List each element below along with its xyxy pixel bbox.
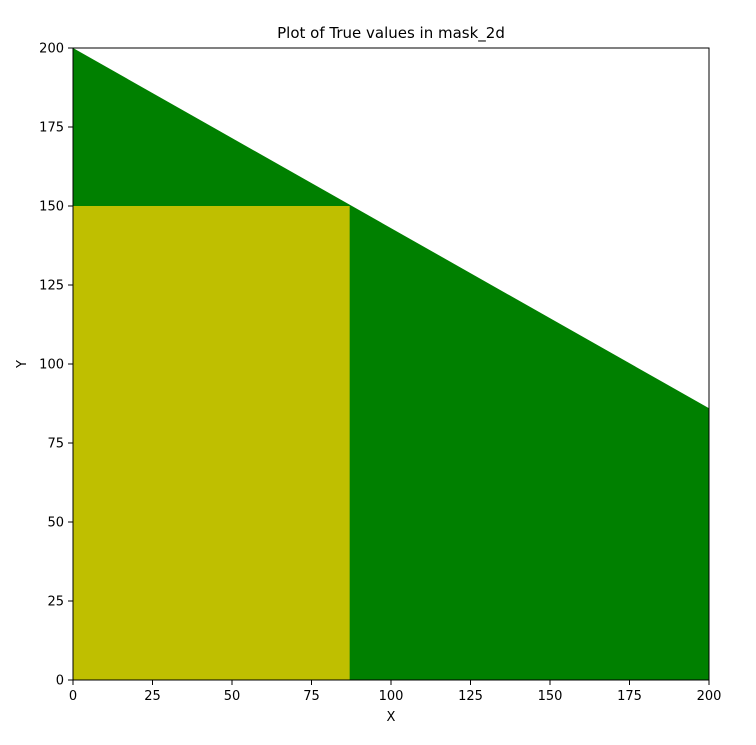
x-tick-label: 100 [379,689,404,704]
x-axis: 0 25 50 75 100 125 150 175 200 [69,680,722,704]
y-axis-label: Y [15,360,30,369]
y-tick-label: 150 [39,200,64,215]
yellow-region [73,206,350,680]
x-axis-label: X [387,710,396,725]
y-tick-label: 50 [47,516,64,531]
x-tick-label: 50 [224,689,241,704]
x-tick-label: 25 [144,689,161,704]
x-tick-label: 150 [538,689,563,704]
x-tick-label: 175 [617,689,642,704]
y-axis: 0 25 50 75 100 125 150 175 200 [39,42,73,689]
x-tick-label: 200 [697,689,722,704]
y-tick-label: 175 [39,121,64,136]
y-tick-label: 25 [47,595,64,610]
y-tick-label: 100 [39,358,64,373]
y-tick-label: 125 [39,279,64,294]
x-tick-label: 75 [303,689,320,704]
plot-area [73,48,709,680]
x-tick-label: 0 [69,689,77,704]
y-tick-label: 75 [47,437,64,452]
y-tick-label: 200 [39,42,64,57]
y-tick-label: 0 [56,674,64,689]
chart-title: Plot of True values in mask_2d [277,24,505,43]
x-tick-label: 125 [458,689,483,704]
